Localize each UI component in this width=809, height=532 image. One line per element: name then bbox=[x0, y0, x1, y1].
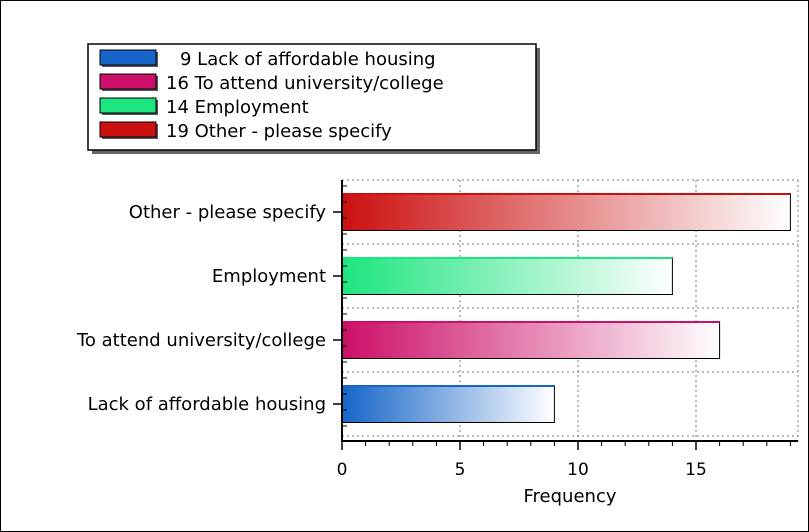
bar-1 bbox=[341, 321, 721, 359]
x-tick-label: 5 bbox=[455, 460, 466, 480]
bar-0 bbox=[341, 385, 555, 423]
category-label: To attend university/college bbox=[76, 330, 326, 351]
x-tick-label: 10 bbox=[567, 460, 589, 480]
x-tick-label: 0 bbox=[337, 460, 348, 480]
legend-label: 19 Other - please specify bbox=[166, 121, 392, 142]
legend-label: 14 Employment bbox=[166, 97, 309, 118]
legend: 9 Lack of affordable housing 16 To attend… bbox=[87, 43, 540, 154]
category-label: Employment bbox=[212, 266, 326, 287]
legend-swatch bbox=[99, 73, 157, 90]
legend-label: 16 To attend university/college bbox=[166, 73, 444, 94]
category-label: Lack of affordable housing bbox=[88, 394, 326, 415]
x-tick-label: 15 bbox=[685, 460, 707, 480]
legend-swatch bbox=[99, 97, 157, 114]
bar-3 bbox=[341, 193, 791, 231]
legend-swatch bbox=[99, 49, 157, 66]
gridlines bbox=[342, 179, 799, 441]
bar-2 bbox=[341, 257, 673, 295]
legend-label: 9 Lack of affordable housing bbox=[180, 49, 436, 70]
category-label: Other - please specify bbox=[129, 202, 327, 223]
plot-area: Lack of affordable housing To attend univ… bbox=[76, 179, 799, 507]
legend-box bbox=[87, 43, 537, 151]
legend-swatch bbox=[99, 121, 157, 138]
x-axis-title: Frequency bbox=[524, 486, 617, 507]
